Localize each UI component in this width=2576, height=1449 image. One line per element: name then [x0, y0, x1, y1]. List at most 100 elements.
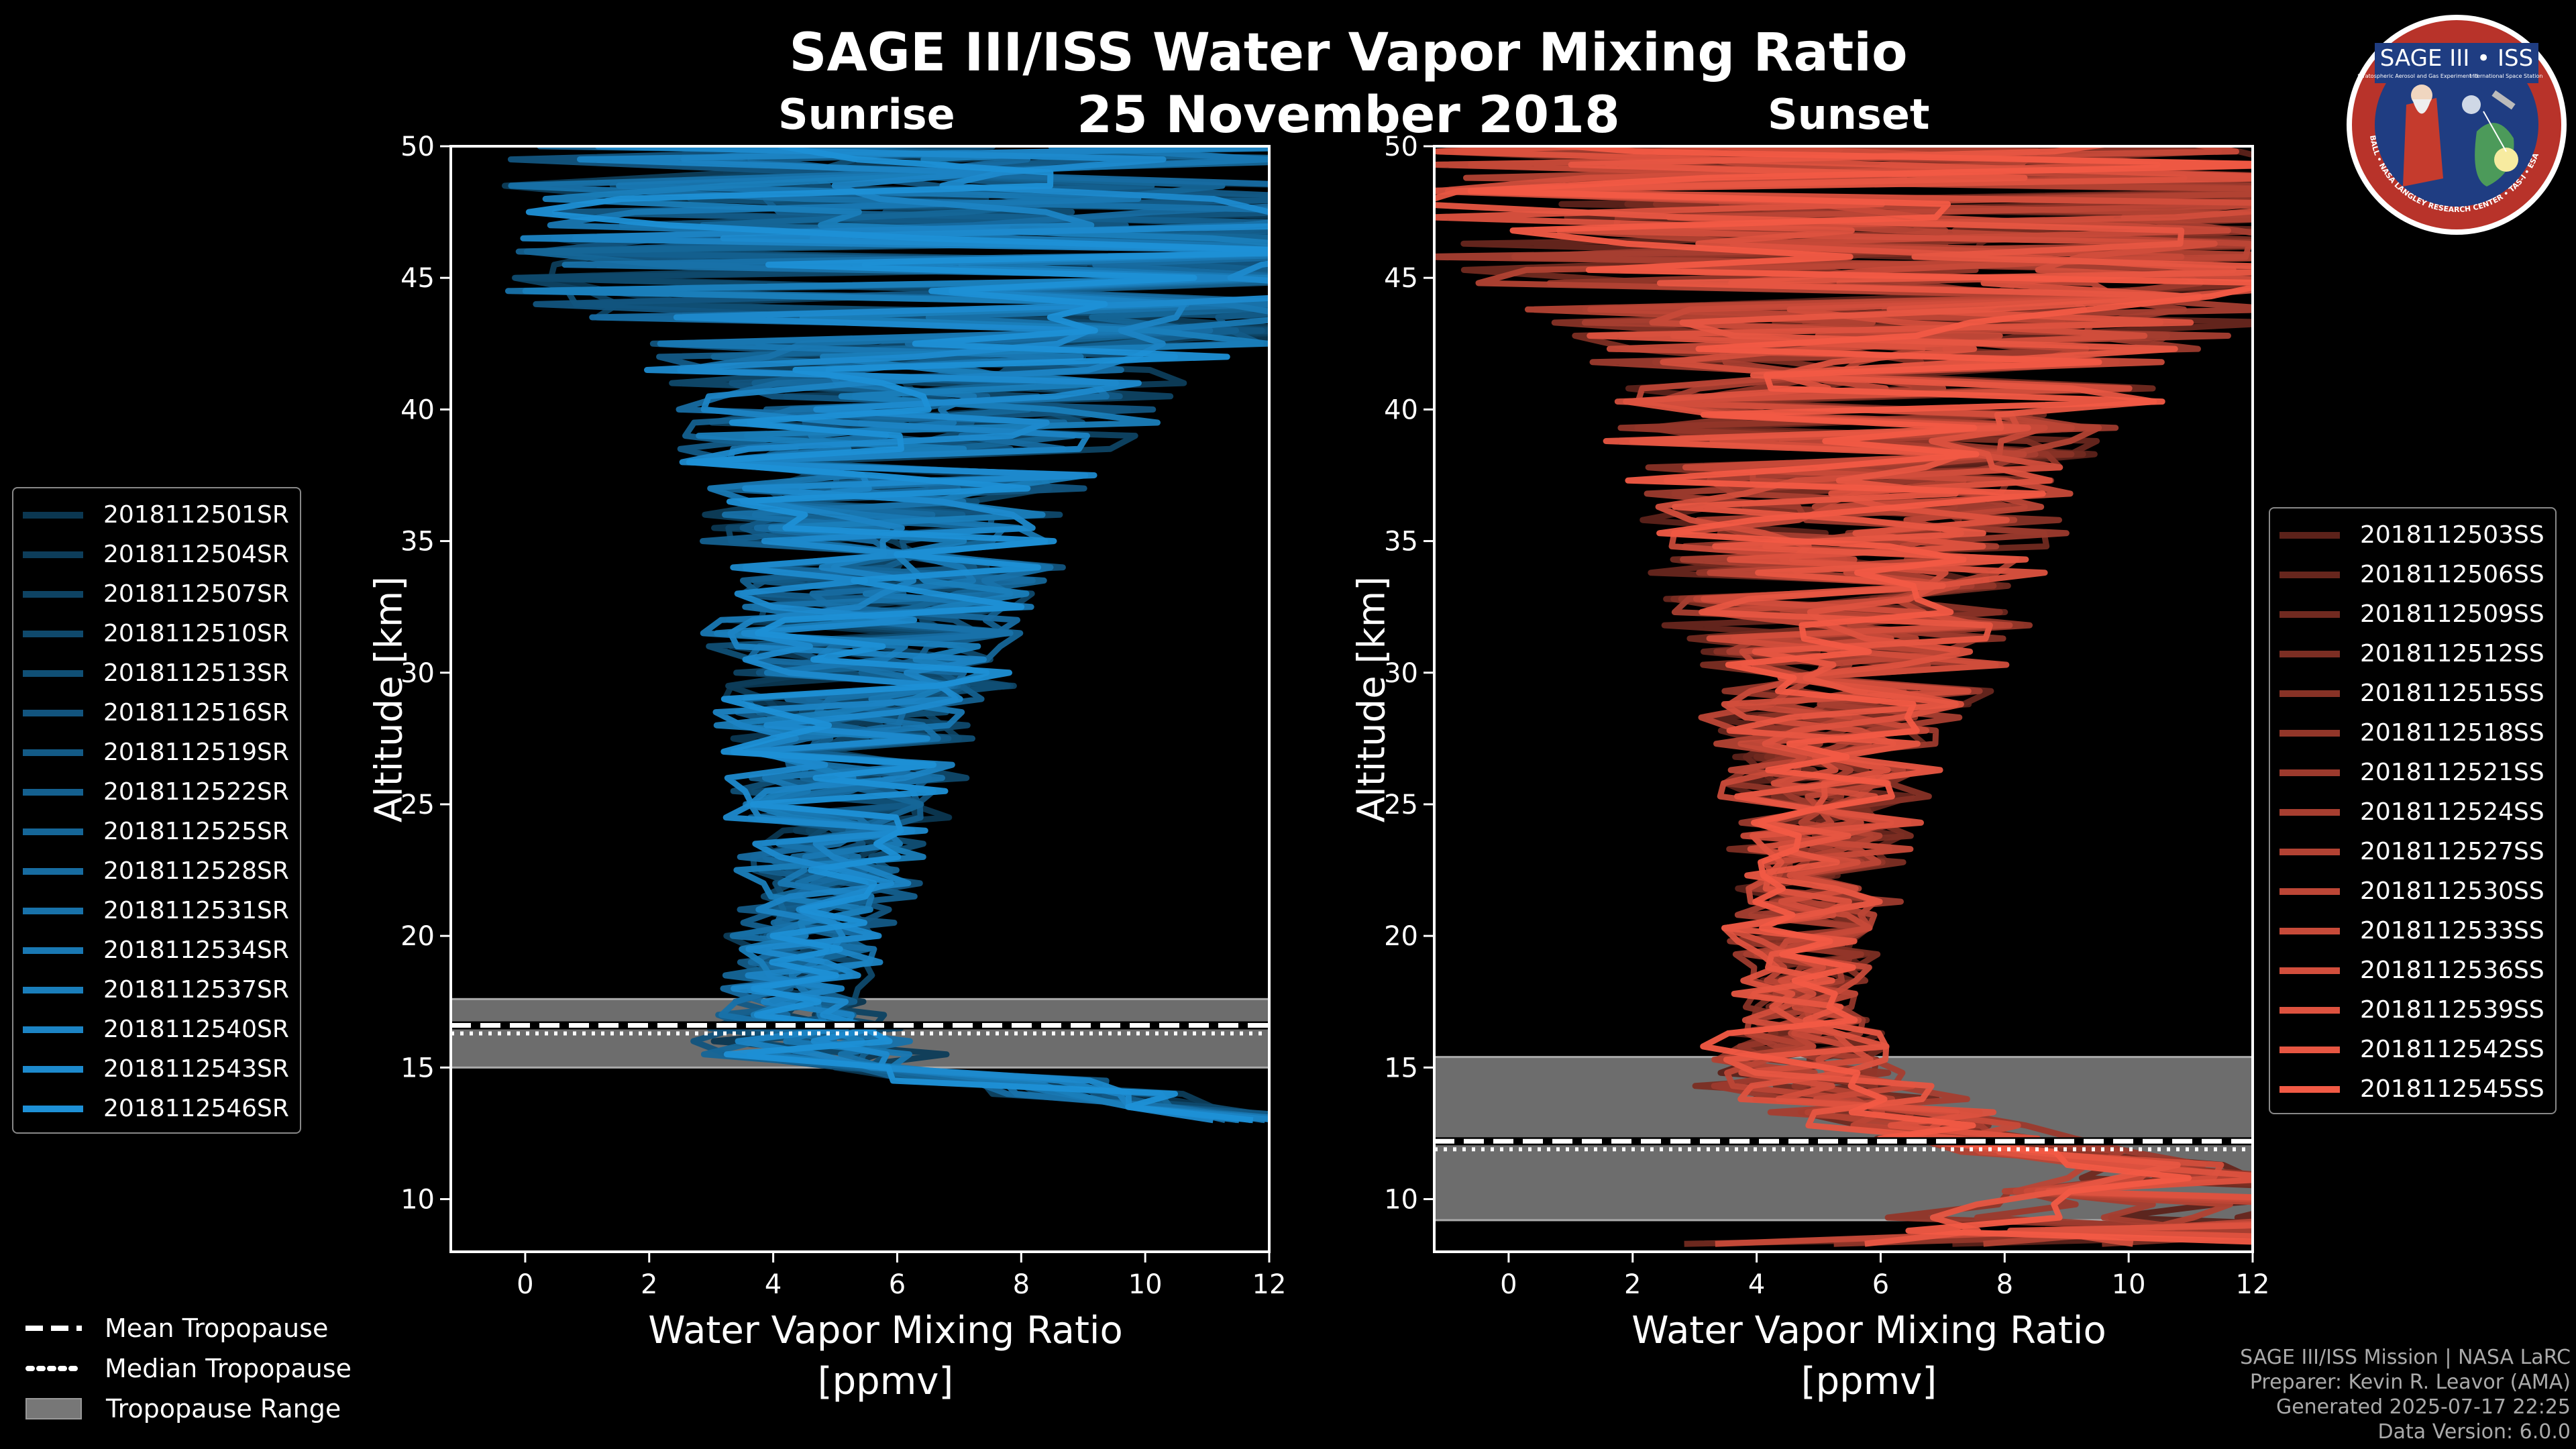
sunset-legend-label: 2018112506SS	[2360, 561, 2544, 588]
logo-beam-icon	[2483, 111, 2507, 152]
line-swatch-icon	[23, 709, 83, 716]
sunset-legend-label: 2018112509SS	[2360, 600, 2544, 628]
sunset-xlabel: Water Vapor Mixing Ratio [ppmv]	[1500, 1305, 2238, 1407]
ss-ytick-20: 20	[1384, 921, 1418, 952]
credits: SAGE III/ISS Mission | NASA LaRC Prepare…	[2240, 1345, 2571, 1444]
ss-ytick-15: 15	[1384, 1053, 1418, 1083]
sr-profile-2018112540SR	[520, 146, 1269, 1123]
line-swatch-icon	[23, 749, 83, 756]
line-swatch-icon	[23, 947, 83, 954]
line-swatch-icon	[2279, 967, 2340, 974]
sunset-legend-label: 2018112530SS	[2360, 877, 2544, 905]
sr-profile-2018112543SR	[594, 146, 1269, 1124]
line-swatch-icon	[23, 1026, 83, 1033]
logo-title: SAGE III • ISS	[2380, 45, 2533, 72]
sr-xtick-0: 0	[517, 1269, 533, 1300]
sunset-legend-item: 2018112533SS	[2279, 911, 2544, 951]
line-swatch-icon	[2279, 848, 2340, 855]
sunset-xlabel-line2: [ppmv]	[1801, 1360, 1937, 1403]
sunrise-legend-item: 2018112525SR	[23, 812, 289, 851]
line-swatch-icon	[23, 1105, 83, 1112]
sunrise-legend-item: 2018112507SR	[23, 574, 289, 614]
sunrise-legend-item: 2018112519SR	[23, 733, 289, 772]
sr-ytick-10: 10	[400, 1185, 435, 1216]
line-swatch-icon	[2279, 927, 2340, 934]
ss-profile-2018112545SS	[1467, 146, 2253, 1245]
logo-sun-icon	[2494, 148, 2518, 172]
ss-xtick-12: 12	[2236, 1269, 2270, 1300]
sunset-legend-label: 2018112503SS	[2360, 521, 2544, 549]
ss-profile-2018112536SS	[1434, 146, 2253, 1247]
sr-plot-area	[451, 146, 1269, 1124]
sunrise-legend-label: 2018112510SR	[103, 620, 289, 647]
sunrise-legend-label: 2018112540SR	[103, 1016, 289, 1043]
sage-iii-iss-logo: SAGE III • ISS Stratospheric Aerosol and…	[2347, 15, 2567, 235]
sunset-legend-item: 2018112515SS	[2279, 674, 2544, 713]
sunrise-legend-item: 2018112528SR	[23, 851, 289, 891]
median-tropopause-legend-item: Median Tropopause	[25, 1348, 352, 1389]
tropopause-range-label: Tropopause Range	[106, 1394, 341, 1424]
sunrise-legend-label: 2018112543SR	[103, 1055, 289, 1083]
range-swatch-icon	[25, 1398, 82, 1419]
sunset-legend-label: 2018112542SS	[2360, 1036, 2544, 1063]
sunset-legend-label: 2018112512SS	[2360, 640, 2544, 667]
ss-plot-area	[1434, 146, 2253, 1247]
sr-xtick-10: 10	[1128, 1269, 1163, 1300]
ss-ytick-45: 45	[1384, 263, 1418, 294]
sunset-legend-label: 2018112527SS	[2360, 838, 2544, 865]
sunset-legend-item: 2018112506SS	[2279, 555, 2544, 594]
sunrise-xlabel-line1: Water Vapor Mixing Ratio	[648, 1309, 1123, 1352]
line-swatch-icon	[2279, 531, 2340, 539]
credits-generated: Generated 2025-07-17 22:25	[2275, 1395, 2571, 1419]
sunset-legend-label: 2018112545SS	[2360, 1075, 2544, 1103]
sr-xtick-4: 4	[765, 1269, 782, 1300]
credits-preparer: Preparer: Kevin R. Leavor (AMA)	[2249, 1371, 2571, 1394]
sr-ytick-40: 40	[400, 394, 435, 425]
sunset-legend-label: 2018112539SS	[2360, 996, 2544, 1024]
credits-version: Data Version: 6.0.0	[2377, 1420, 2571, 1444]
sr-axes-frame	[449, 145, 1271, 1253]
sunrise-legend-label: 2018112546SR	[103, 1095, 289, 1122]
line-swatch-icon	[23, 630, 83, 637]
sunset-legend-item: 2018112521SS	[2279, 753, 2544, 792]
ss-ytick-40: 40	[1384, 394, 1418, 425]
ss-ytick-35: 35	[1384, 527, 1418, 557]
line-swatch-icon	[2279, 1006, 2340, 1014]
date-title: 25 November 2018	[1077, 85, 1620, 144]
sr-ytick-35: 35	[400, 527, 435, 557]
line-swatch-icon	[2279, 690, 2340, 697]
ss-ytick-25: 25	[1384, 790, 1418, 820]
sr-profile-2018112546SR	[525, 146, 1269, 1124]
sunset-legend-label: 2018112524SS	[2360, 798, 2544, 826]
sunset-legend-item: 2018112512SS	[2279, 634, 2544, 674]
sr-ytick-25: 25	[400, 790, 435, 820]
ss-xtick-8: 8	[1996, 1269, 2013, 1300]
line-swatch-icon	[23, 590, 83, 598]
ss-xtick-2: 2	[1624, 1269, 1641, 1300]
sunrise-legend-item: 2018112516SR	[23, 693, 289, 733]
mean-tropopause-legend-item: Mean Tropopause	[25, 1308, 352, 1348]
sunrise-legend: 2018112501SR 2018112504SR 2018112507SR 2018…	[12, 487, 301, 1134]
sunset-legend-item: 2018112503SS	[2279, 515, 2544, 555]
ss-ytick-30: 30	[1384, 658, 1418, 689]
logo-iss-icon	[2491, 90, 2516, 110]
sunset-legend-item: 2018112527SS	[2279, 832, 2544, 871]
line-swatch-icon	[23, 1065, 83, 1073]
dotted-line-icon	[25, 1366, 82, 1371]
sr-xtick-6: 6	[889, 1269, 906, 1300]
line-swatch-icon	[2279, 888, 2340, 895]
sunset-legend-label: 2018112536SS	[2360, 957, 2544, 984]
sunrise-legend-label: 2018112504SR	[103, 541, 289, 568]
sunset-legend-item: 2018112518SS	[2279, 713, 2544, 753]
sunrise-xlabel: Water Vapor Mixing Ratio [ppmv]	[517, 1305, 1254, 1407]
line-swatch-icon	[2279, 610, 2340, 618]
ss-ytick-50: 50	[1384, 131, 1418, 162]
credits-mission: SAGE III/ISS Mission | NASA LaRC	[2240, 1346, 2571, 1369]
line-swatch-icon	[23, 828, 83, 835]
sr-ytick-50: 50	[400, 131, 435, 162]
sunset-legend: 2018112503SS 2018112506SS 2018112509SS 2018…	[2269, 507, 2557, 1114]
line-swatch-icon	[23, 551, 83, 558]
logo-figure-beard-icon	[2412, 99, 2431, 114]
sr-ytick-30: 30	[400, 658, 435, 689]
